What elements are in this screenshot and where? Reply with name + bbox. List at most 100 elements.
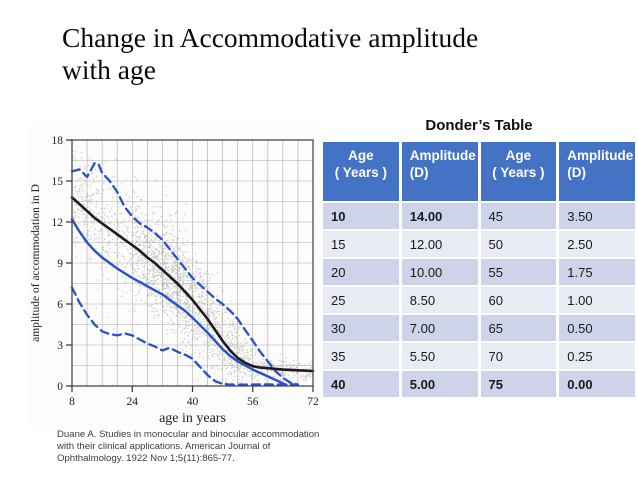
scatter-point [230,340,232,342]
scatter-point [299,363,301,365]
scatter-point [283,374,285,377]
scatter-point [172,323,174,325]
scatter-point [190,259,192,261]
scatter-point [250,378,253,380]
scatter-point [81,198,83,201]
y-tick-label: 6 [57,299,63,311]
scatter-point [236,342,239,344]
scatter-point [220,334,222,336]
scatter-point [185,274,187,277]
scatter-point [159,303,161,305]
scatter-point [119,206,121,208]
scatter-point [179,290,182,293]
scatter-point [231,344,234,346]
scatter-point [206,283,208,286]
scatter-point [88,230,91,232]
scatter-point [198,300,200,302]
scatter-point [73,219,76,221]
scatter-point [87,195,89,197]
scatter-point [95,175,98,178]
scatter-point [94,233,97,236]
scatter-point [180,279,182,282]
scatter-point [90,202,92,204]
scatter-point [225,368,227,370]
scatter-point [154,302,156,304]
scatter-point [190,285,193,287]
scatter-point [145,239,148,241]
scatter-point [167,280,169,282]
scatter-point [155,237,157,240]
scatter-point [144,257,146,260]
scatter-point [306,376,308,378]
scatter-point [132,234,134,237]
scatter-point [219,286,221,288]
scatter-point [161,305,163,307]
scatter-point [228,326,230,328]
scatter-point [74,186,76,189]
scatter-point [148,243,151,245]
scatter-point [144,236,146,239]
scatter-point [154,308,156,310]
scatter-point [151,250,153,252]
scatter-point [93,238,96,240]
scatter-point [156,302,158,304]
scatter-point [213,313,215,316]
scatter-point [170,267,173,269]
scatter-point [110,187,112,189]
scatter-point [247,351,249,353]
scatter-point [278,370,280,372]
scatter-point [124,225,126,227]
scatter-point [224,364,227,366]
scatter-point [220,328,223,330]
scatter-point [155,299,157,302]
scatter-point [206,312,208,315]
scatter-point [199,275,202,277]
scatter-point [192,291,195,293]
scatter-point [208,315,210,317]
scatter-point [150,248,152,251]
scatter-point [293,372,295,374]
scatter-point [194,253,196,255]
scatter-point [146,253,148,256]
scatter-point [149,280,151,282]
scatter-point [208,316,210,318]
scatter-point [140,225,142,227]
scatter-point [162,286,165,288]
scatter-point [240,353,242,355]
scatter-point [166,231,168,234]
scatter-point [120,295,123,298]
scatter-point [173,266,176,268]
scatter-point [238,375,240,378]
scatter-point [238,367,241,370]
table-cell: 10.00 [401,259,478,285]
scatter-point [87,201,89,204]
scatter-point [293,375,296,377]
scatter-point [140,243,142,246]
scatter-point [154,237,157,239]
scatter-point [138,285,141,287]
scatter-point [126,227,129,229]
scatter-point [80,209,83,212]
scatter-point [221,290,224,293]
scatter-point [152,232,155,234]
scatter-point [202,356,204,359]
scatter-point [119,260,121,262]
table-header-cell: Age( Years ) [323,142,399,201]
scatter-point [178,303,181,305]
scatter-point [307,374,310,376]
table-cell: 75 [480,371,557,397]
page-title-line1: Change in Accommodative amplitude [62,22,479,53]
scatter-point [177,312,179,314]
scatter-point [134,253,137,256]
scatter-point [224,381,227,383]
scatter-point [256,362,258,364]
scatter-point [119,212,121,214]
scatter-point [173,305,176,307]
scatter-point [154,223,157,225]
scatter-point [170,253,172,255]
scatter-point [227,350,229,352]
scatter-point [175,260,177,262]
scatter-point [185,275,188,277]
scatter-point [201,291,203,293]
scatter-point [170,307,172,309]
